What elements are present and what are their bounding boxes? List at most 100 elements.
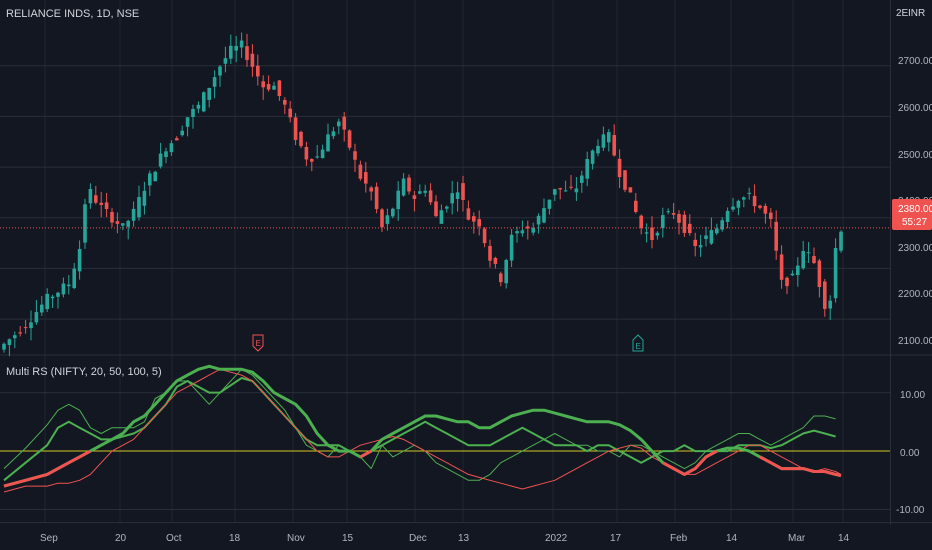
- candle-body: [428, 190, 433, 203]
- candle-body: [250, 53, 255, 67]
- candle-body: [639, 215, 643, 229]
- candle-body: [785, 277, 789, 287]
- candle-body: [288, 108, 292, 118]
- candle-body: [677, 214, 681, 223]
- candle-body: [158, 153, 163, 167]
- candle-body: [655, 232, 660, 236]
- candle-body: [709, 230, 714, 244]
- time-axis[interactable]: Sep 20 Oct 18 Nov 15 Dec 13 2022 17 Feb …: [40, 533, 850, 544]
- candle-body: [385, 215, 390, 224]
- candle-body: [369, 187, 373, 192]
- candle-body: [623, 170, 627, 190]
- candle-body: [693, 239, 697, 247]
- candle-body: [99, 202, 103, 205]
- candle-body: [191, 108, 195, 117]
- candle-body: [401, 178, 406, 196]
- candle-body: [769, 212, 773, 220]
- time-tick: Nov: [287, 533, 305, 544]
- candle-body: [121, 223, 125, 226]
- earnings-marker-negative[interactable]: E: [252, 334, 264, 352]
- candle-body: [461, 183, 465, 200]
- candle-body: [455, 192, 460, 199]
- candle-body: [245, 46, 249, 60]
- last-price-badge[interactable]: 2380.00 55:27: [892, 199, 932, 230]
- currency-label[interactable]: INR: [908, 8, 925, 19]
- candle-body: [207, 87, 211, 100]
- candle-body: [326, 134, 330, 152]
- last-price-badge-bg: [892, 199, 932, 230]
- candle-body: [29, 322, 33, 329]
- candle-body: [509, 234, 514, 261]
- candle-body: [180, 130, 184, 136]
- candle-body: [482, 228, 487, 244]
- candle-body: [472, 216, 476, 222]
- candle-body: [812, 256, 816, 263]
- candle-body: [817, 260, 822, 288]
- candle-body: [531, 227, 535, 233]
- indicator-title[interactable]: Multi RS (NIFTY, 20, 50, 100, 5): [6, 366, 162, 378]
- candle-body: [310, 158, 314, 162]
- candle-body: [142, 190, 147, 206]
- time-tick: 18: [229, 533, 241, 544]
- candle-body: [353, 151, 357, 160]
- time-tick: Oct: [166, 533, 182, 544]
- candle-body: [61, 283, 66, 295]
- rs-series-line-negative: [359, 449, 372, 459]
- earnings-marker-positive[interactable]: E: [632, 334, 644, 352]
- candle-body: [833, 247, 838, 299]
- candle-body: [148, 173, 152, 186]
- candle-body: [137, 197, 141, 218]
- candle-body: [590, 150, 595, 164]
- currency-prefix: 2E: [896, 8, 909, 19]
- candle-body: [585, 159, 589, 179]
- time-tick: Feb: [670, 533, 688, 544]
- candle-body: [574, 188, 579, 193]
- price-tick: 2500.00: [898, 150, 932, 161]
- candle-body: [488, 245, 492, 261]
- candle-body: [536, 215, 541, 225]
- candle-body: [239, 40, 244, 48]
- candle-body: [196, 104, 201, 109]
- earnings-marker-label: E: [256, 339, 261, 348]
- candle-body: [412, 195, 417, 199]
- time-tick: Sep: [40, 533, 58, 544]
- candle-body: [72, 268, 76, 289]
- indicator-axis[interactable]: 10.00 0.00 -10.00: [896, 390, 925, 516]
- candle-body: [212, 77, 217, 87]
- candle-body: [77, 249, 82, 272]
- candle-body: [434, 201, 438, 217]
- candle-body: [542, 208, 546, 223]
- candle-body: [331, 131, 336, 137]
- candle-body: [779, 254, 784, 280]
- candle-body: [396, 190, 400, 210]
- candle-body: [261, 81, 265, 88]
- candle-body: [374, 186, 379, 210]
- earnings-marker-label: E: [636, 342, 641, 351]
- candle-body: [13, 335, 17, 339]
- candle-body: [450, 193, 454, 204]
- candle-body: [736, 200, 741, 208]
- time-tick: 14: [838, 533, 850, 544]
- candle-body: [293, 117, 298, 140]
- candle-body: [790, 273, 795, 276]
- candle-body: [304, 146, 309, 160]
- candlestick-series: [2, 32, 843, 357]
- candle-body: [320, 149, 325, 159]
- candle-body: [266, 84, 271, 90]
- candle-body: [666, 211, 670, 213]
- candle-body: [347, 130, 352, 148]
- symbol-title[interactable]: RELIANCE INDS, 1D, NSE: [6, 8, 139, 20]
- candle-body: [40, 304, 44, 313]
- countdown-timer: 55:27: [902, 217, 927, 228]
- candle-body: [715, 228, 719, 234]
- candle-body: [175, 138, 179, 141]
- candle-body: [742, 197, 746, 200]
- time-tick: Mar: [788, 533, 806, 544]
- candle-body: [315, 156, 319, 158]
- price-tick: 2200.00: [898, 289, 932, 300]
- candle-body: [337, 121, 341, 127]
- rs-indicator-lines: [0, 364, 890, 493]
- candle-body: [580, 175, 584, 183]
